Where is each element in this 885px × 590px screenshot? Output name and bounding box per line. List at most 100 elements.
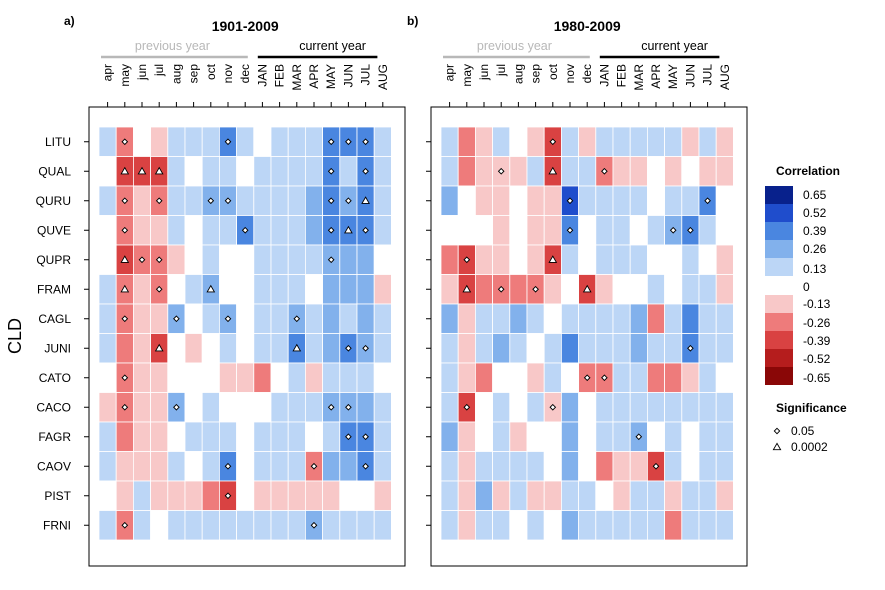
heatmap-cell xyxy=(98,156,117,187)
heatmap-cell xyxy=(595,126,614,157)
heatmap-cell xyxy=(236,185,255,216)
heatmap-cell xyxy=(612,451,631,482)
heatmap-cell xyxy=(98,244,117,275)
heatmap-cell xyxy=(543,362,562,393)
heatmap-cell xyxy=(664,303,683,334)
heatmap-cell xyxy=(201,303,220,334)
heatmap-cell xyxy=(612,126,631,157)
heatmap-cell xyxy=(132,421,151,452)
heatmap-cell xyxy=(612,392,631,423)
heatmap-cell xyxy=(287,215,306,246)
heatmap-cell xyxy=(715,392,734,423)
heatmap-cell xyxy=(474,421,493,452)
significance-diamond-marker xyxy=(601,374,608,382)
significance-level-label: 0.05 xyxy=(791,424,815,438)
heatmap-cell xyxy=(526,126,545,157)
heatmap-cell xyxy=(612,333,631,364)
heatmap-cell xyxy=(440,392,459,423)
heatmap-cell xyxy=(253,510,272,541)
significance-diamond-marker xyxy=(362,433,369,441)
significance-diamond-marker xyxy=(327,138,335,146)
heatmap-cell xyxy=(373,185,392,216)
heatmap-cell xyxy=(509,480,528,511)
heatmap-cell xyxy=(98,362,117,393)
heatmap-cell xyxy=(132,126,151,157)
heatmap-cell xyxy=(167,451,186,482)
heatmap-cell xyxy=(509,303,528,334)
heatmap-cell xyxy=(253,480,272,511)
heatmap-cell xyxy=(373,392,392,423)
month-label: apr xyxy=(443,64,457,81)
heatmap-cell xyxy=(595,451,614,482)
heatmap-cell xyxy=(474,274,493,305)
heatmap-cell xyxy=(132,274,151,305)
heatmap-cell xyxy=(681,244,700,275)
significance-diamond-marker xyxy=(345,138,352,146)
heatmap-cell xyxy=(201,215,220,246)
heatmap-cell xyxy=(270,480,289,511)
heatmap-cell xyxy=(201,244,220,275)
heatmap-cell xyxy=(629,185,648,216)
heatmap-cell xyxy=(253,303,272,334)
species-label: LITU xyxy=(45,135,71,149)
heatmap-cell xyxy=(167,215,186,246)
heatmap-cell xyxy=(612,244,631,275)
significance-diamond-marker xyxy=(293,315,301,323)
heatmap-cell xyxy=(474,303,493,334)
legend-swatch xyxy=(765,313,793,331)
heatmap-cell xyxy=(373,510,392,541)
heatmap-cell xyxy=(681,451,700,482)
heatmap-cell xyxy=(132,480,151,511)
significance-diamond-marker xyxy=(224,197,232,205)
heatmap-cell xyxy=(270,185,289,216)
heatmap-cell xyxy=(578,480,597,511)
heatmap-cell xyxy=(218,333,237,364)
heatmap-cell xyxy=(681,126,700,157)
heatmap-cell xyxy=(561,244,580,275)
heatmap-cell xyxy=(543,510,562,541)
current-year-label: current year xyxy=(299,39,366,53)
heatmap-cell xyxy=(440,303,459,334)
significance-diamond-marker xyxy=(121,226,129,234)
heatmap-cell xyxy=(218,244,237,275)
heatmap-cell xyxy=(270,156,289,187)
heatmap-cell xyxy=(526,451,545,482)
heatmap-cell xyxy=(201,126,220,157)
significance-diamond-marker xyxy=(173,403,180,411)
month-label: nov xyxy=(563,64,577,83)
month-label: MAR xyxy=(632,64,646,91)
heatmap-cell xyxy=(612,362,631,393)
significance-diamond-marker xyxy=(310,462,318,470)
heatmap-cell xyxy=(474,156,493,187)
significance-triangle-marker xyxy=(292,343,302,352)
heatmap-cell xyxy=(664,392,683,423)
heatmap-cell xyxy=(184,451,203,482)
heatmap-cell xyxy=(339,156,358,187)
heatmap-cell xyxy=(543,303,562,334)
heatmap-cell xyxy=(167,333,186,364)
heatmap-cell xyxy=(474,362,493,393)
significance-triangle-marker xyxy=(462,284,472,293)
heatmap-cell xyxy=(664,362,683,393)
heatmap-cell xyxy=(457,451,476,482)
legend-level-label: -0.39 xyxy=(803,334,831,348)
heatmap-cell xyxy=(218,274,237,305)
heatmap-cell xyxy=(304,392,323,423)
heatmap-cell xyxy=(561,510,580,541)
species-label: QUVE xyxy=(37,223,71,237)
heatmap-cell xyxy=(629,333,648,364)
heatmap-cell xyxy=(98,303,117,334)
heatmap-cell xyxy=(492,244,511,275)
significance-diamond-marker xyxy=(345,197,352,205)
significance-diamond-marker xyxy=(121,521,129,529)
heatmap-cell xyxy=(543,421,562,452)
month-label: apr xyxy=(101,64,115,81)
heatmap-cell xyxy=(373,362,392,393)
heatmap-cell xyxy=(492,392,511,423)
legend-swatch xyxy=(765,222,793,240)
heatmap-cell xyxy=(150,421,169,452)
heatmap-cell xyxy=(167,362,186,393)
heatmap-cell xyxy=(526,510,545,541)
heatmap-cell xyxy=(236,451,255,482)
